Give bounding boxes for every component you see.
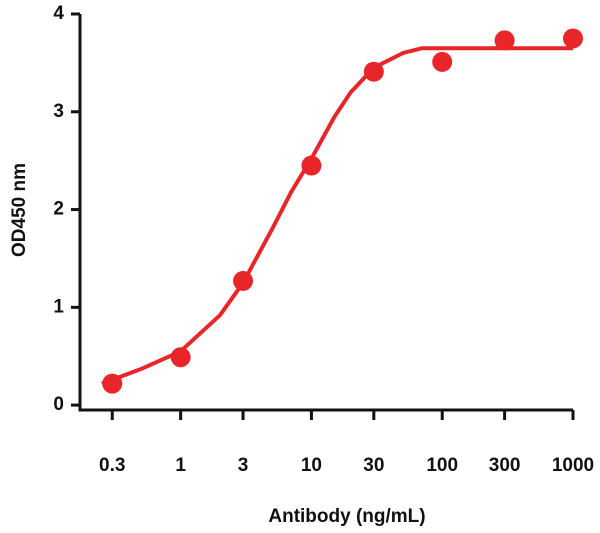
- data-point: [432, 51, 453, 72]
- x-tick-label: 1000: [552, 455, 594, 476]
- y-tick-label: 1: [53, 296, 64, 317]
- x-tick-label: 1: [175, 455, 186, 476]
- x-tick-label: 3: [238, 455, 249, 476]
- x-tick-label: 0.3: [99, 455, 125, 476]
- data-point: [563, 28, 583, 49]
- x-tick-label: 100: [426, 455, 458, 476]
- fit-curve: [101, 46, 573, 386]
- y-tick-label: 3: [53, 101, 64, 122]
- x-axis-label: Antibody (ng/mL): [268, 506, 425, 527]
- data-point: [363, 61, 384, 82]
- data-point: [233, 270, 254, 291]
- x-tick-label: 10: [301, 455, 322, 476]
- data-point: [301, 155, 322, 176]
- x-tick-label: 300: [489, 455, 521, 476]
- y-tick-label: 2: [53, 199, 64, 220]
- y-tick-label: 4: [53, 3, 64, 24]
- data-point: [494, 30, 515, 51]
- y-axis-label: OD450 nm: [9, 163, 30, 257]
- x-tick-label: 30: [363, 455, 384, 476]
- data-point: [170, 347, 191, 368]
- y-tick-label: 0: [53, 394, 64, 415]
- data-point: [102, 373, 123, 394]
